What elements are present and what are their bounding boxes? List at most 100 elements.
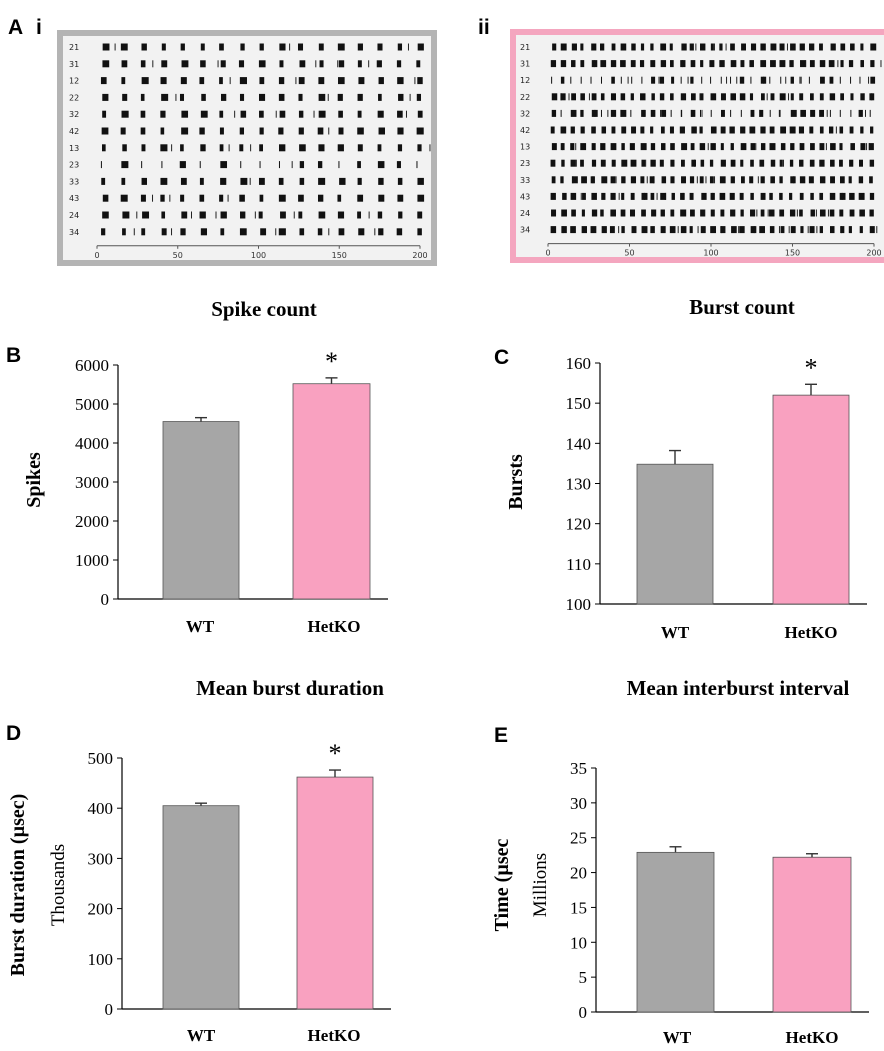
burst-mark [690,60,696,68]
burst-mark [839,126,844,134]
raster-row-label: 21 [520,43,530,52]
burst-mark [378,93,382,101]
burst-mark [760,76,767,84]
burst-mark [338,60,345,68]
burst-mark [278,77,285,85]
burst-mark [680,226,687,234]
spike-mark [618,226,620,234]
spike-mark [785,76,787,84]
burst-mark [859,209,865,217]
significance-marker: * [805,353,818,382]
burst-mark [830,176,835,184]
burst-mark [551,93,558,101]
burst-mark [829,192,836,200]
raster-row-label: 31 [69,60,79,69]
spike-mark [600,76,602,84]
burst-mark [580,159,584,167]
burst-mark [122,144,127,152]
burst-mark [219,43,224,51]
spike-mark [136,211,138,219]
raster-x-tick-label: 150 [785,249,800,258]
burst-mark [621,143,625,151]
burst-mark [870,76,876,84]
burst-mark [560,126,567,134]
burst-mark [790,43,796,51]
burst-mark [590,226,597,234]
burst-mark [591,109,598,117]
spike-mark [695,43,697,51]
burst-mark [101,127,109,135]
burst-mark [259,43,264,51]
burst-mark [160,77,167,85]
burst-mark [140,127,146,135]
burst-mark [278,177,284,185]
burst-mark [121,161,129,169]
spike-mark [114,43,116,51]
burst-mark [121,110,129,118]
burst-mark [789,60,794,68]
spike-mark [141,161,143,169]
y-tick-label: 0 [579,1003,588,1022]
burst-mark [377,110,384,118]
burst-mark [102,144,106,152]
spike-mark [368,211,370,219]
burst-mark [809,60,815,68]
burst-mark [710,126,717,134]
burst-mark [869,176,873,184]
burst-mark [649,176,655,184]
burst-mark [161,93,169,101]
burst-mark [571,209,576,217]
burst-mark [730,93,737,101]
burst-mark [610,192,616,200]
burst-mark [659,93,665,101]
spike-mark [839,76,841,84]
burst-mark [840,93,844,101]
spike-mark [783,159,785,167]
burst-mark [679,126,685,134]
burst-mark [850,43,855,51]
spike-mark [720,76,722,84]
burst-mark [849,192,855,200]
spike-mark [161,161,163,169]
y-tick-label: 400 [88,799,114,818]
burst-mark [591,192,597,200]
burst-mark [298,93,303,101]
burst-mark [180,194,185,202]
burst-mark [789,192,793,200]
burst-mark [378,177,384,185]
spike-mark [827,209,829,217]
raster-row-label: 24 [520,209,530,218]
spike-mark [275,228,277,236]
burst-mark [790,176,796,184]
burst-mark [219,77,223,85]
y-axis-sublabel: Millions [530,853,551,917]
burst-mark [220,161,228,169]
burst-mark [690,76,694,84]
burst-mark [750,209,756,217]
raster-row-label: 42 [520,126,530,135]
burst-mark [591,159,597,167]
burst-mark [839,143,843,151]
burst-mark [397,127,404,135]
burst-mark [630,93,634,101]
burst-mark [701,192,707,200]
raster-x-tick-label: 200 [866,249,881,258]
burst-mark [629,209,636,217]
raster-x-tick-label: 0 [545,249,550,258]
spike-mark [631,76,633,84]
burst-mark [810,109,816,117]
burst-mark [181,60,189,68]
burst-mark [780,143,786,151]
burst-mark [299,177,305,185]
burst-mark [417,194,425,202]
burst-mark [789,209,796,217]
burst-mark [779,93,786,101]
burst-mark [580,43,584,51]
burst-mark [180,177,187,185]
burst-mark [122,211,130,219]
burst-mark [397,43,403,51]
burst-mark [161,60,168,68]
burst-mark [680,192,685,200]
raster-frame [510,29,884,263]
burst-mark [690,209,695,217]
